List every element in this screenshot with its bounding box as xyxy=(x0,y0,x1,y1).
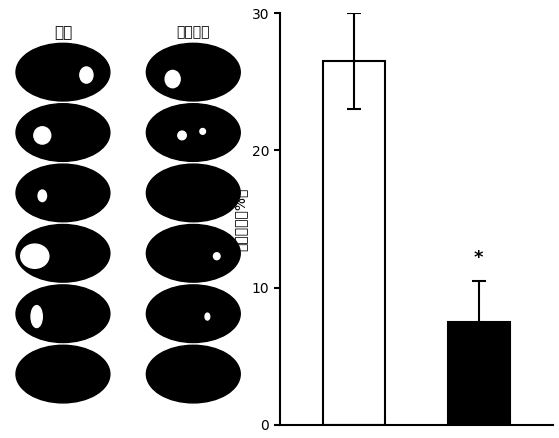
Ellipse shape xyxy=(146,225,240,282)
Ellipse shape xyxy=(214,253,220,260)
Ellipse shape xyxy=(38,190,46,201)
Ellipse shape xyxy=(16,104,110,161)
Ellipse shape xyxy=(80,67,93,83)
Ellipse shape xyxy=(200,128,206,134)
Ellipse shape xyxy=(16,164,110,222)
Bar xyxy=(448,322,510,425)
Text: 特拉哓呕: 特拉哓呕 xyxy=(177,25,210,39)
Ellipse shape xyxy=(178,131,186,140)
Ellipse shape xyxy=(16,285,110,343)
Ellipse shape xyxy=(146,285,240,343)
Ellipse shape xyxy=(16,345,110,403)
Ellipse shape xyxy=(146,345,240,403)
Ellipse shape xyxy=(21,244,49,268)
Ellipse shape xyxy=(16,225,110,282)
Ellipse shape xyxy=(31,306,42,328)
Ellipse shape xyxy=(205,313,210,320)
Ellipse shape xyxy=(16,43,110,101)
Bar xyxy=(323,61,385,425)
Ellipse shape xyxy=(146,164,240,222)
Ellipse shape xyxy=(146,43,240,101)
Ellipse shape xyxy=(34,127,51,144)
Y-axis label: 棂塞体积（%）: 棂塞体积（%） xyxy=(234,187,248,251)
Text: *: * xyxy=(474,249,484,267)
Ellipse shape xyxy=(146,104,240,161)
Ellipse shape xyxy=(165,71,180,88)
Text: 对照: 对照 xyxy=(54,25,72,40)
